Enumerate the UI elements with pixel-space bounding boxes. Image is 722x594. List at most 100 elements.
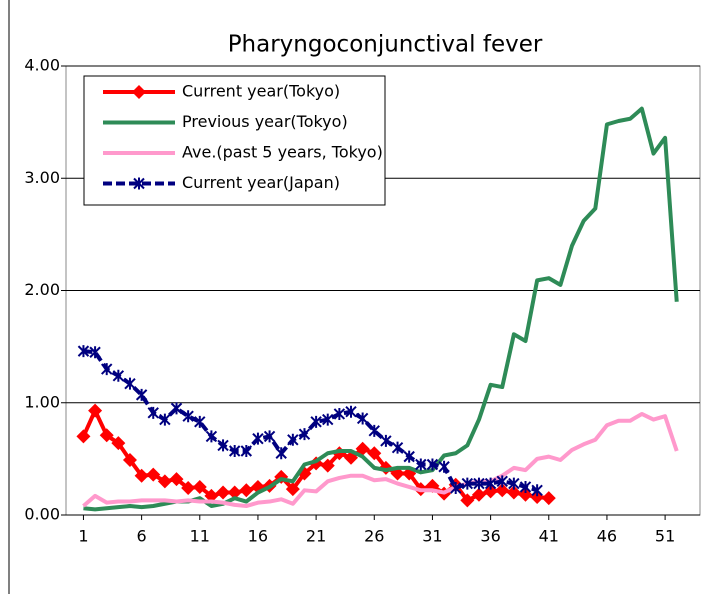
star bbox=[391, 441, 404, 454]
diamond bbox=[320, 458, 335, 473]
diamond bbox=[506, 485, 521, 500]
legend-label: Ave.(past 5 years, Tokyo) bbox=[182, 143, 383, 162]
marker bbox=[275, 447, 287, 460]
diamond bbox=[157, 474, 172, 489]
marker bbox=[124, 377, 136, 390]
star bbox=[298, 428, 311, 441]
marker bbox=[252, 432, 264, 445]
marker bbox=[496, 475, 508, 488]
marker bbox=[122, 452, 137, 467]
star bbox=[228, 445, 241, 458]
x-tick-label: 26 bbox=[364, 527, 384, 546]
star bbox=[449, 482, 462, 495]
diamond bbox=[76, 429, 91, 444]
diamond bbox=[111, 436, 126, 451]
x-tick-label: 6 bbox=[137, 527, 147, 546]
diamond bbox=[204, 488, 219, 503]
star bbox=[159, 413, 171, 426]
star bbox=[426, 458, 439, 471]
marker bbox=[216, 485, 231, 500]
marker bbox=[89, 346, 101, 359]
star bbox=[415, 458, 427, 471]
y-tick-label: 0.00 bbox=[24, 505, 60, 524]
star bbox=[287, 433, 299, 446]
star bbox=[170, 402, 183, 415]
legend-label: Current year(Japan) bbox=[182, 173, 340, 192]
diamond bbox=[88, 403, 103, 418]
marker bbox=[403, 450, 415, 463]
star bbox=[484, 477, 497, 490]
marker bbox=[134, 468, 149, 483]
marker bbox=[298, 428, 311, 441]
star bbox=[508, 477, 520, 490]
x-tick-label: 31 bbox=[422, 527, 442, 546]
marker bbox=[112, 369, 125, 382]
diamond bbox=[367, 446, 382, 461]
diamond bbox=[122, 452, 137, 467]
marker bbox=[111, 436, 126, 451]
star bbox=[182, 410, 194, 423]
marker bbox=[287, 433, 299, 446]
diamond bbox=[99, 428, 114, 443]
marker bbox=[355, 441, 370, 456]
marker bbox=[159, 413, 171, 426]
diamond bbox=[471, 487, 486, 502]
marker bbox=[205, 430, 218, 443]
diamond bbox=[192, 479, 207, 494]
x-tick-label: 46 bbox=[597, 527, 617, 546]
marker bbox=[519, 480, 532, 493]
marker bbox=[322, 413, 334, 426]
marker bbox=[99, 428, 114, 443]
marker bbox=[227, 485, 242, 500]
y-tick-label: 2.00 bbox=[24, 280, 60, 299]
legend-label: Current year(Tokyo) bbox=[182, 82, 340, 101]
star bbox=[368, 424, 380, 437]
marker bbox=[356, 412, 369, 425]
marker bbox=[508, 477, 520, 490]
star bbox=[205, 430, 218, 443]
diamond bbox=[169, 472, 184, 487]
diamond bbox=[495, 483, 510, 498]
y-tick-label: 3.00 bbox=[24, 168, 60, 187]
marker bbox=[310, 415, 322, 428]
marker bbox=[182, 410, 194, 423]
x-tick-label: 16 bbox=[248, 527, 268, 546]
marker bbox=[449, 482, 462, 495]
marker bbox=[495, 483, 510, 498]
star bbox=[217, 439, 229, 452]
marker bbox=[461, 477, 474, 490]
star bbox=[135, 388, 148, 401]
x-tick-label: 36 bbox=[480, 527, 500, 546]
marker bbox=[380, 434, 392, 447]
marker bbox=[192, 479, 207, 494]
star bbox=[252, 432, 264, 445]
diamond bbox=[134, 468, 149, 483]
star bbox=[380, 434, 392, 447]
marker bbox=[135, 388, 148, 401]
marker bbox=[333, 407, 346, 420]
star bbox=[275, 447, 287, 460]
marker bbox=[368, 424, 380, 437]
star bbox=[89, 346, 101, 359]
star bbox=[461, 477, 474, 490]
marker bbox=[263, 430, 276, 443]
marker bbox=[426, 458, 439, 471]
star bbox=[240, 445, 253, 458]
star bbox=[101, 363, 113, 376]
y-tick-label: 1.00 bbox=[24, 392, 60, 411]
marker bbox=[320, 458, 335, 473]
marker bbox=[76, 429, 91, 444]
marker bbox=[133, 177, 145, 190]
diamond bbox=[146, 467, 161, 482]
marker bbox=[438, 460, 450, 473]
star bbox=[77, 345, 90, 358]
star bbox=[438, 460, 450, 473]
marker bbox=[169, 472, 184, 487]
marker bbox=[228, 445, 241, 458]
series-line bbox=[82, 411, 679, 509]
marker bbox=[471, 487, 486, 502]
diamond bbox=[227, 485, 242, 500]
x-tick-label: 41 bbox=[539, 527, 559, 546]
